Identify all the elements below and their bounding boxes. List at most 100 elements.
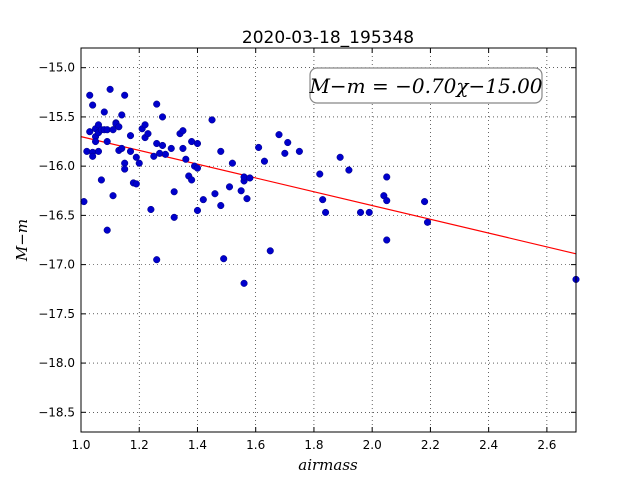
data-point	[89, 152, 97, 160]
data-point	[158, 141, 167, 150]
x-tick-label: 2.6	[537, 438, 556, 452]
data-point	[217, 147, 225, 155]
y-tick-label: −18.5	[38, 405, 75, 419]
data-point	[193, 139, 202, 148]
plot-frame	[80, 47, 577, 433]
data-point	[421, 198, 429, 206]
data-point	[284, 138, 292, 147]
data-point	[188, 176, 196, 184]
x-tick-label: 1.8	[304, 438, 323, 452]
axis-ticks: 1.0 1.2 1.4 1.6 1.8 2.0 2.2 2.4 2.6 −15.0 −15.5 −16…	[38, 48, 576, 452]
data-point	[144, 130, 152, 138]
x-axis-label: airmass	[298, 456, 358, 474]
y-tick-label: −17.0	[38, 258, 75, 272]
data-point	[86, 128, 94, 136]
data-point	[356, 208, 365, 216]
y-tick-label: −16.0	[38, 159, 75, 173]
data-point	[115, 123, 123, 131]
y-axis-label: M−m	[13, 219, 31, 262]
x-tick-label: 2.4	[479, 438, 498, 452]
data-point	[170, 188, 178, 196]
data-point	[121, 165, 129, 173]
x-tick-label: 2.0	[363, 438, 382, 452]
data-point	[179, 127, 187, 135]
data-point	[322, 208, 330, 216]
data-point	[225, 183, 234, 191]
x-tick-label: 2.2	[421, 438, 440, 452]
x-tick-label: 1.2	[130, 438, 149, 452]
data-point	[156, 149, 164, 157]
data-point	[383, 197, 391, 205]
data-point	[246, 174, 254, 182]
data-point	[345, 166, 353, 174]
data-point	[336, 153, 344, 161]
data-point	[89, 101, 97, 109]
data-point	[266, 247, 274, 255]
data-point	[295, 147, 303, 155]
plot-area	[81, 48, 576, 432]
data-point	[97, 176, 105, 184]
data-point	[383, 236, 391, 244]
data-point	[135, 159, 143, 167]
data-point	[193, 206, 202, 215]
data-point	[255, 143, 263, 151]
data-point	[118, 144, 126, 152]
data-point	[161, 150, 169, 158]
data-point	[126, 132, 135, 140]
data-point	[199, 196, 207, 204]
grid-lines	[81, 48, 576, 432]
y-tick-label: −18.0	[38, 356, 75, 370]
data-point	[211, 190, 219, 198]
data-point	[118, 111, 126, 119]
data-point	[158, 113, 167, 121]
data-point	[423, 218, 432, 226]
data-point	[243, 195, 251, 203]
data-point	[147, 205, 155, 214]
data-point	[103, 226, 111, 234]
data-point	[170, 213, 178, 221]
data-point	[132, 180, 140, 188]
data-point	[92, 137, 100, 146]
x-tick-label: 1.0	[71, 438, 90, 452]
x-tick-label: 1.4	[188, 438, 207, 452]
y-tick-label: −17.5	[38, 307, 75, 321]
y-tick-label: −15.5	[38, 110, 75, 124]
data-point	[109, 126, 117, 134]
data-point	[240, 173, 248, 181]
data-point	[80, 198, 88, 206]
data-point	[179, 144, 187, 152]
data-point	[240, 279, 248, 287]
data-point	[383, 173, 391, 181]
data-point	[121, 91, 129, 99]
data-point	[153, 100, 161, 108]
data-point	[217, 201, 225, 210]
data-point	[319, 196, 327, 204]
data-point	[150, 152, 158, 160]
x-tick-label: 1.6	[246, 438, 265, 452]
data-point	[126, 147, 135, 155]
data-point	[100, 108, 108, 116]
y-tick-label: −15.0	[38, 61, 75, 75]
data-point	[132, 153, 140, 161]
data-point	[86, 91, 94, 99]
chart-title: 2020-03-18_195348	[242, 28, 414, 48]
data-point	[260, 157, 268, 165]
equation-label: M−m = −0.70χ−15.00	[308, 74, 542, 98]
data-point	[182, 155, 190, 163]
data-point	[153, 256, 161, 264]
equation-box: M−m = −0.70χ−15.00	[308, 67, 543, 104]
data-point	[106, 85, 114, 93]
data-point	[83, 147, 91, 155]
data-point	[281, 149, 289, 157]
data-point	[316, 170, 324, 178]
data-point	[167, 144, 175, 152]
data-point	[275, 131, 283, 139]
data-point	[365, 208, 373, 216]
data-point	[121, 159, 129, 167]
data-point	[220, 255, 228, 263]
data-point	[208, 116, 216, 124]
y-tick-label: −16.5	[38, 208, 75, 222]
data-point	[237, 187, 245, 195]
data-point	[228, 159, 236, 167]
